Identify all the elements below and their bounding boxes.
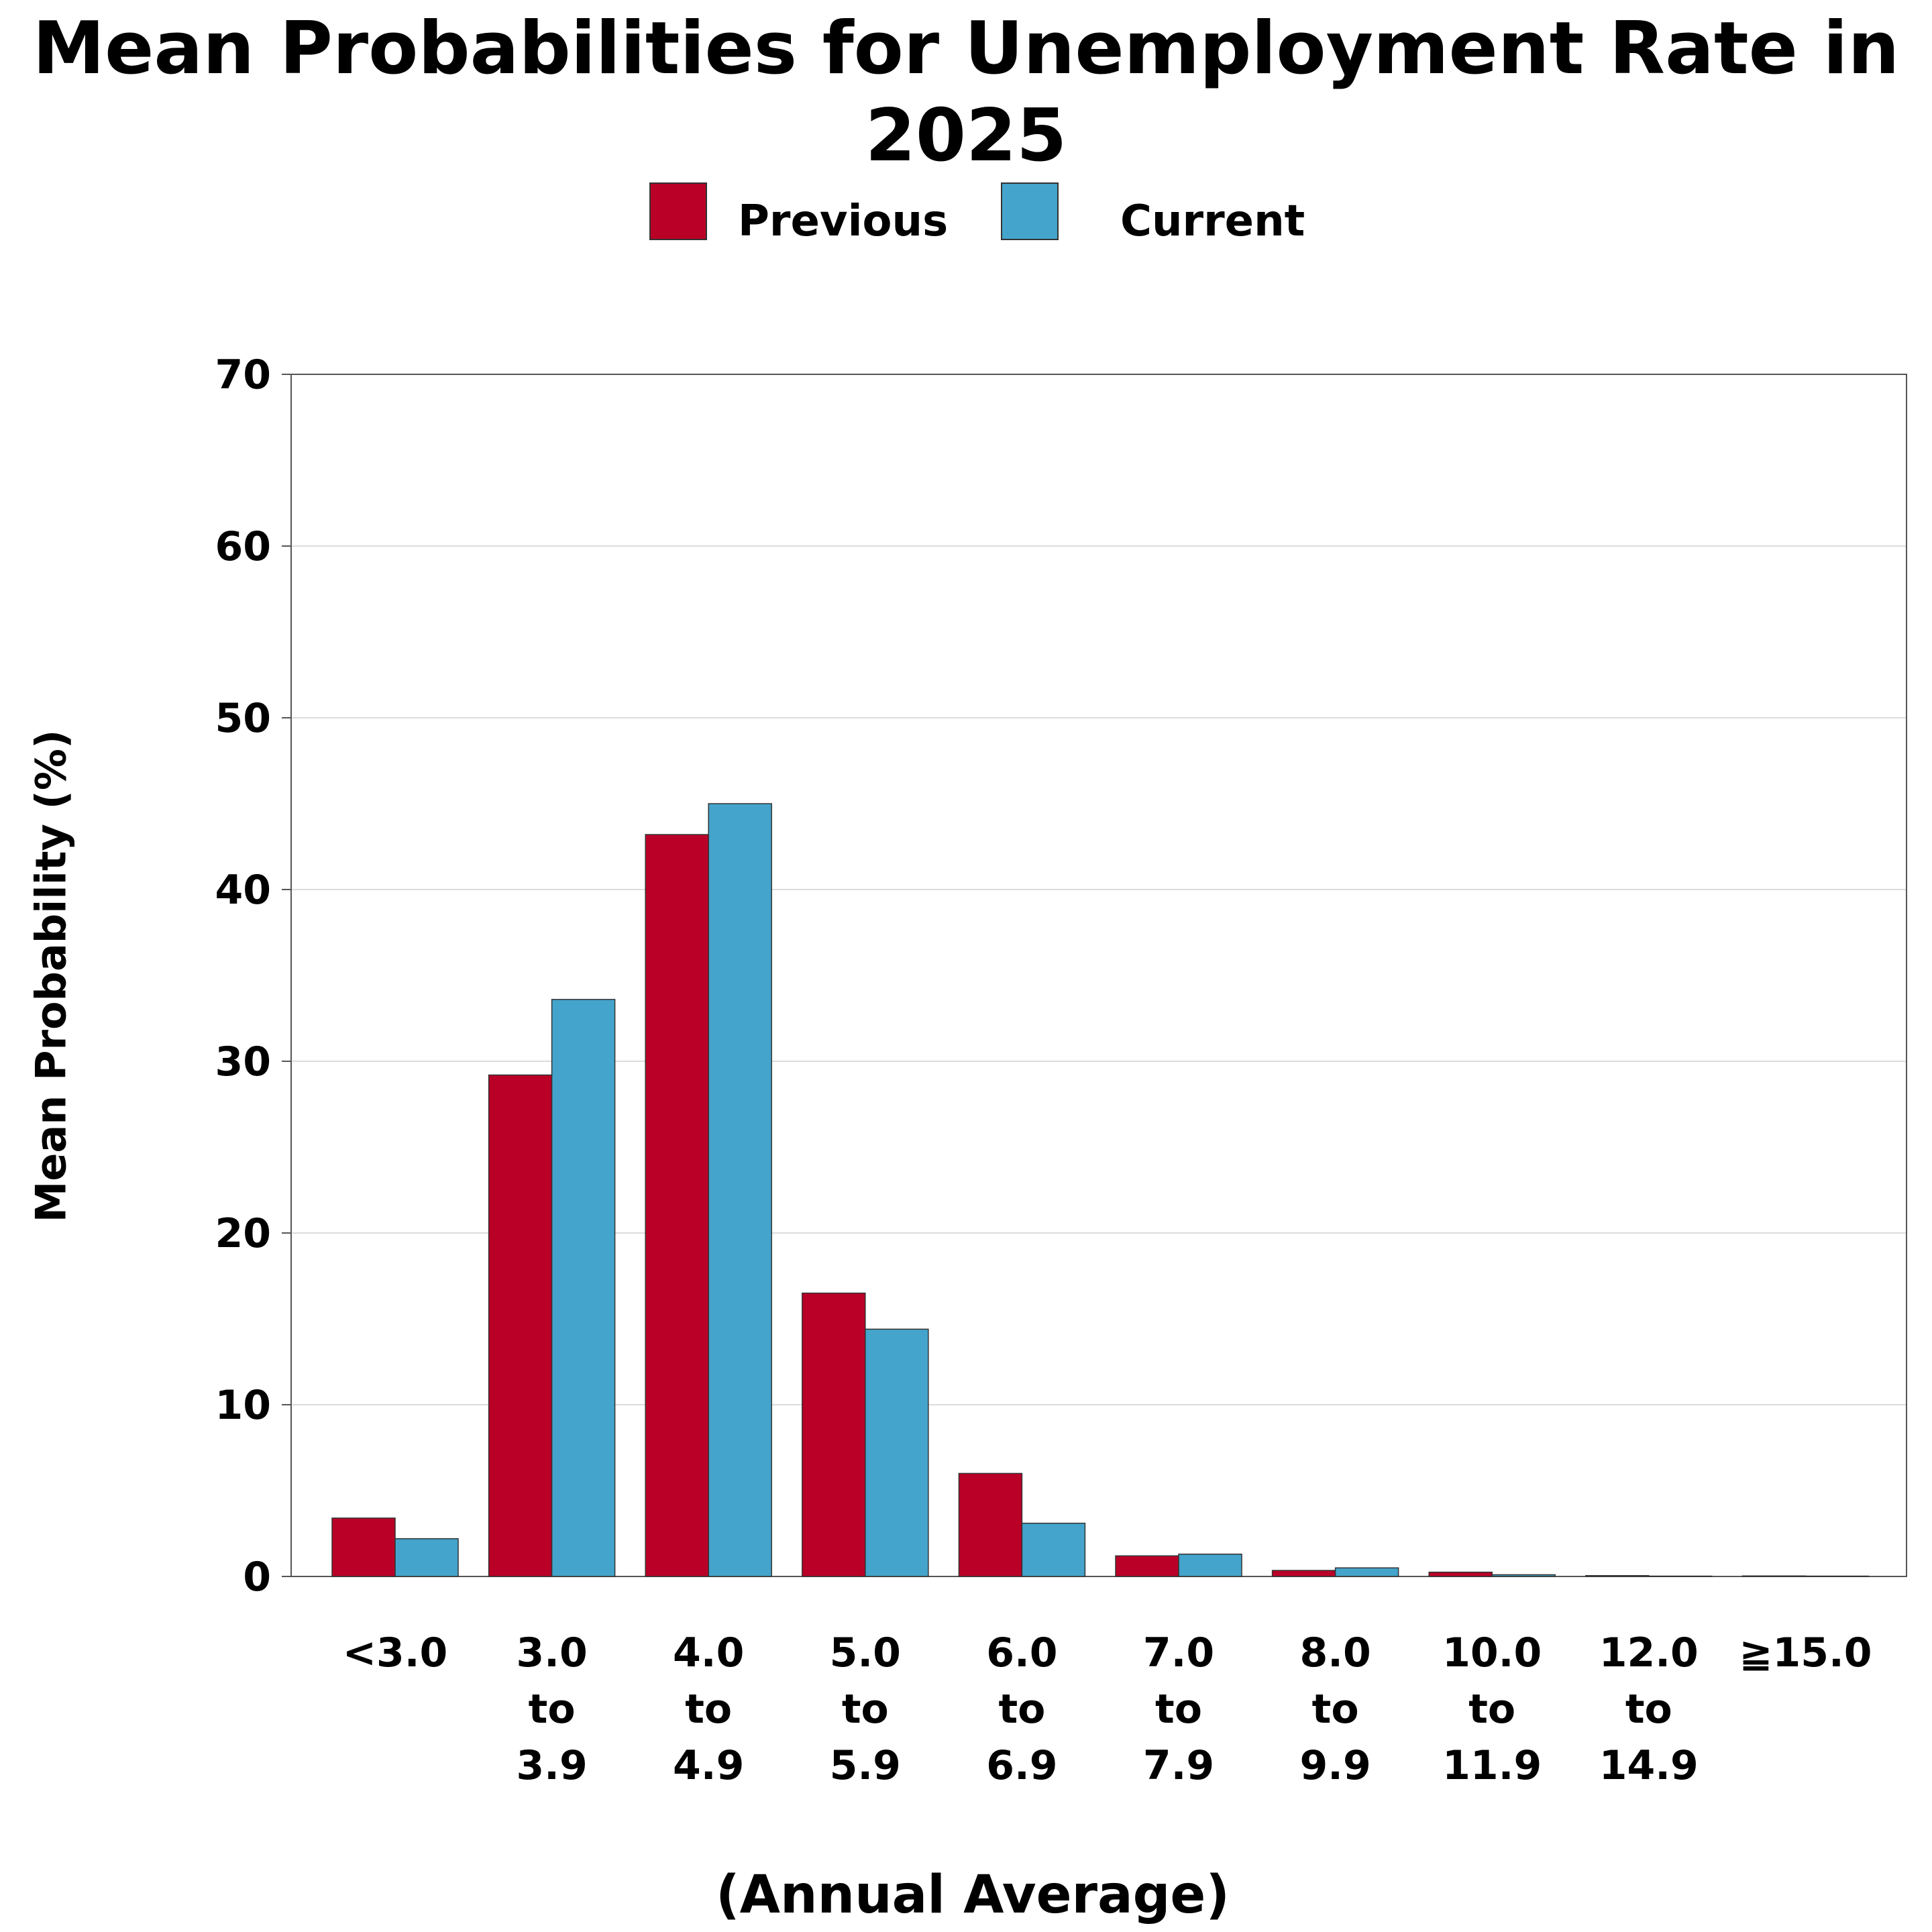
x-tick-label: 9.9 xyxy=(1299,1742,1371,1789)
x-tick-label: to xyxy=(1468,1686,1515,1733)
x-tick-label: 12.0 xyxy=(1599,1629,1699,1676)
bar-current-5 xyxy=(1178,1553,1242,1577)
bar-previous-2 xyxy=(645,834,709,1577)
y-tick-label: 30 xyxy=(215,1038,272,1085)
bar-previous-5 xyxy=(1115,1555,1179,1577)
y-tick-label: 50 xyxy=(215,695,272,742)
x-axis-label: (Annual Average) xyxy=(716,1865,1230,1925)
x-tick-label: 6.0 xyxy=(986,1629,1057,1676)
plot-frame xyxy=(290,374,1907,1577)
x-tick-label: 4.0 xyxy=(673,1629,744,1676)
bar-previous-7 xyxy=(1428,1571,1493,1577)
x-tick-label: 5.9 xyxy=(830,1742,901,1789)
y-tick-label: 20 xyxy=(215,1210,272,1257)
bar-current-6 xyxy=(1334,1567,1399,1577)
legend-label-previous: Previous xyxy=(738,197,949,246)
x-tick-label: 3.9 xyxy=(516,1742,587,1789)
bar-current-2 xyxy=(708,803,772,1577)
x-tick-label: <3.0 xyxy=(343,1629,448,1676)
bar-current-0 xyxy=(394,1538,459,1577)
x-tick-label: 10.0 xyxy=(1442,1629,1542,1676)
legend-swatch-previous xyxy=(649,182,707,240)
y-tick-label: 60 xyxy=(215,523,272,570)
x-tick-label: 5.0 xyxy=(830,1629,901,1676)
x-tick-label: 7.9 xyxy=(1143,1742,1214,1789)
x-tick-label: 3.0 xyxy=(516,1629,587,1676)
x-tick-label: to xyxy=(1625,1686,1672,1733)
x-tick-label: to xyxy=(998,1686,1045,1733)
bar-current-1 xyxy=(551,999,616,1577)
x-tick-label: 7.0 xyxy=(1143,1629,1214,1676)
bar-current-7 xyxy=(1491,1574,1556,1577)
y-tick-label: 10 xyxy=(215,1382,272,1429)
x-tick-label: to xyxy=(842,1686,889,1733)
bar-previous-3 xyxy=(802,1292,866,1577)
y-tick-label: 0 xyxy=(243,1554,271,1601)
x-tick-label: 11.9 xyxy=(1442,1742,1542,1789)
bar-previous-0 xyxy=(331,1517,396,1577)
legend-label-current: Current xyxy=(1120,197,1305,246)
x-tick-label: to xyxy=(529,1686,576,1733)
x-tick-label: 4.9 xyxy=(673,1742,744,1789)
x-tick-label: to xyxy=(1312,1686,1359,1733)
x-tick-label: to xyxy=(1155,1686,1202,1733)
chart-title: Mean Probabilities for Unemployment Rate… xyxy=(32,7,1900,178)
bar-previous-6 xyxy=(1271,1570,1336,1577)
y-tick-label: 40 xyxy=(215,867,272,914)
bar-current-3 xyxy=(865,1328,929,1577)
x-tick-label: 14.9 xyxy=(1599,1742,1699,1789)
y-tick-label: 70 xyxy=(215,352,272,398)
bar-previous-4 xyxy=(958,1472,1023,1577)
x-tick-label: 8.0 xyxy=(1299,1629,1371,1676)
x-tick-label: 6.9 xyxy=(986,1742,1057,1789)
x-tick-label: ≧15.0 xyxy=(1739,1629,1872,1676)
bar-previous-1 xyxy=(488,1074,553,1577)
bar-current-4 xyxy=(1021,1522,1086,1577)
x-tick-label: to xyxy=(685,1686,732,1733)
legend-swatch-current xyxy=(1001,182,1059,240)
